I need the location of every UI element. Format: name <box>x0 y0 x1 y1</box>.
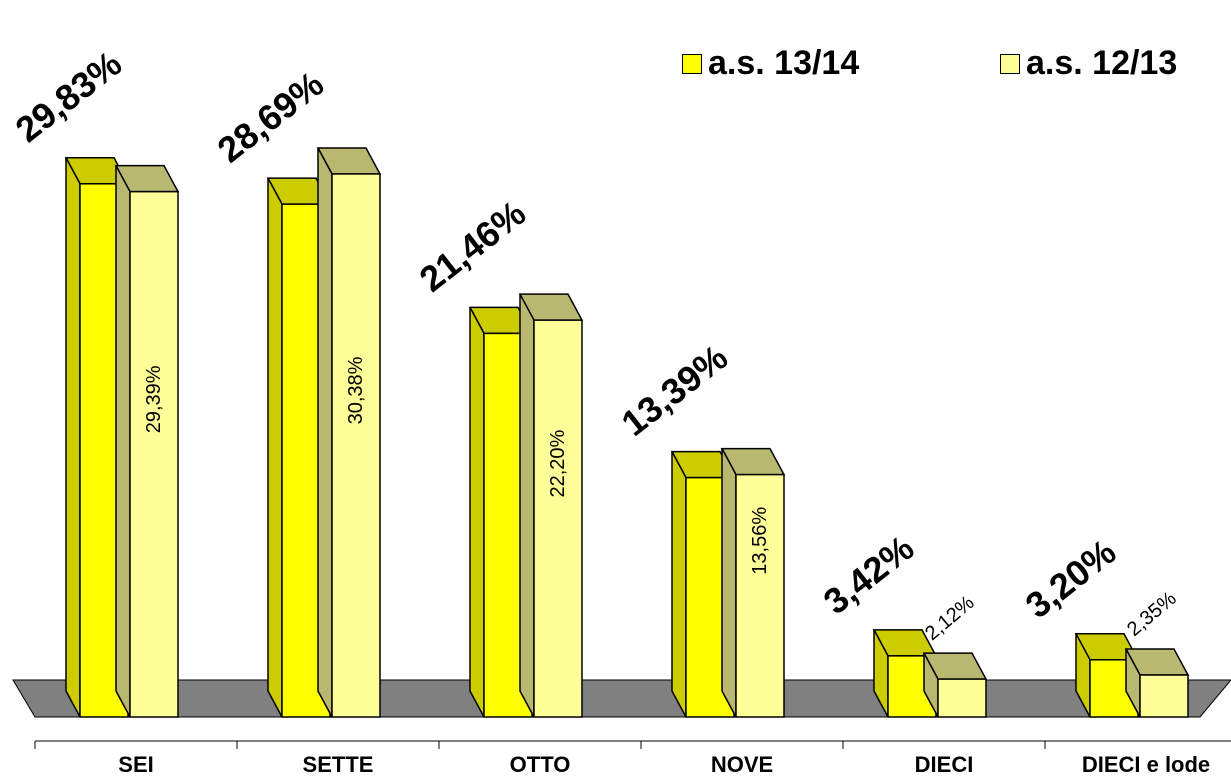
bar-a-s-12-13-otto-side <box>519 293 535 718</box>
bar-a-s-12-13-sette-side <box>317 147 333 718</box>
bar-a-s-12-13-sei-front <box>129 190 179 718</box>
legend-label-a-s-13-14: a.s. 13/14 <box>708 44 860 82</box>
bar-a-s-12-13-sei <box>114 164 180 718</box>
data-label-a-s-12-13-nove: 13,56% <box>749 507 771 575</box>
x-tick-label-dieci: DIECI <box>915 752 974 777</box>
bar-a-s-13-14-otto-side <box>469 307 485 718</box>
bar-a-s-12-13-otto-front <box>533 319 583 718</box>
bar-a-s-12-13-dieci <box>922 652 988 718</box>
bar-a-s-12-13-dieci-e-lode <box>1124 648 1190 718</box>
bar-a-s-12-13-nove <box>720 447 786 718</box>
data-label-a-s-13-14-nove: 13,39% <box>614 336 735 443</box>
data-label-a-s-12-13-sei: 29,39% <box>143 365 165 433</box>
data-label-a-s-12-13-dieci: 2,12% <box>921 591 979 644</box>
bar-a-s-12-13-nove-front <box>735 473 785 718</box>
bar-a-s-13-14-nove-side <box>671 451 687 718</box>
x-tick-label-nove: NOVE <box>711 752 773 777</box>
bar-a-s-12-13-dieci-e-lode-front <box>1139 674 1189 718</box>
bar-a-s-13-14-sei-side <box>65 157 81 718</box>
x-tick-label-sei: SEI <box>118 752 153 777</box>
bar-a-s-12-13-sette <box>316 147 382 718</box>
legend-swatch-a-s-12-13 <box>1000 53 1020 74</box>
data-label-a-s-13-14-otto: 21,46% <box>412 192 533 299</box>
data-label-a-s-13-14-sei: 29,83% <box>8 43 129 150</box>
data-label-a-s-12-13-sette: 30,38% <box>345 356 367 424</box>
data-label-a-s-12-13-otto: 22,20% <box>547 429 569 497</box>
chart-floor <box>12 679 1231 718</box>
data-label-a-s-13-14-dieci: 3,42% <box>816 527 922 622</box>
x-tick-label-dieci-e-lode: DIECI e lode <box>1082 752 1210 777</box>
bar-a-s-12-13-sette-front <box>331 173 381 718</box>
bar-a-s-12-13-sei-side <box>115 165 131 718</box>
legend-swatch-a-s-13-14 <box>682 53 702 74</box>
bar-a-s-12-13-otto <box>518 293 584 718</box>
legend-item-a-s-12-13: a.s. 12/13 <box>1000 44 1177 83</box>
x-tick-label-sette: SETTE <box>303 752 374 777</box>
data-label-a-s-12-13-dieci-e-lode: 2,35% <box>1123 587 1181 640</box>
data-label-a-s-13-14-sette: 28,69% <box>210 63 331 170</box>
x-tick-label-otto: OTTO <box>510 752 571 777</box>
bar-a-s-12-13-dieci-front <box>937 678 987 718</box>
legend-item-a-s-13-14: a.s. 13/14 <box>682 44 859 83</box>
data-label-a-s-13-14-dieci-e-lode: 3,20% <box>1018 531 1124 626</box>
bar-a-s-13-14-sette-side <box>267 177 283 718</box>
legend-label-a-s-12-13: a.s. 12/13 <box>1026 44 1178 82</box>
bar-a-s-12-13-nove-side <box>721 448 737 718</box>
